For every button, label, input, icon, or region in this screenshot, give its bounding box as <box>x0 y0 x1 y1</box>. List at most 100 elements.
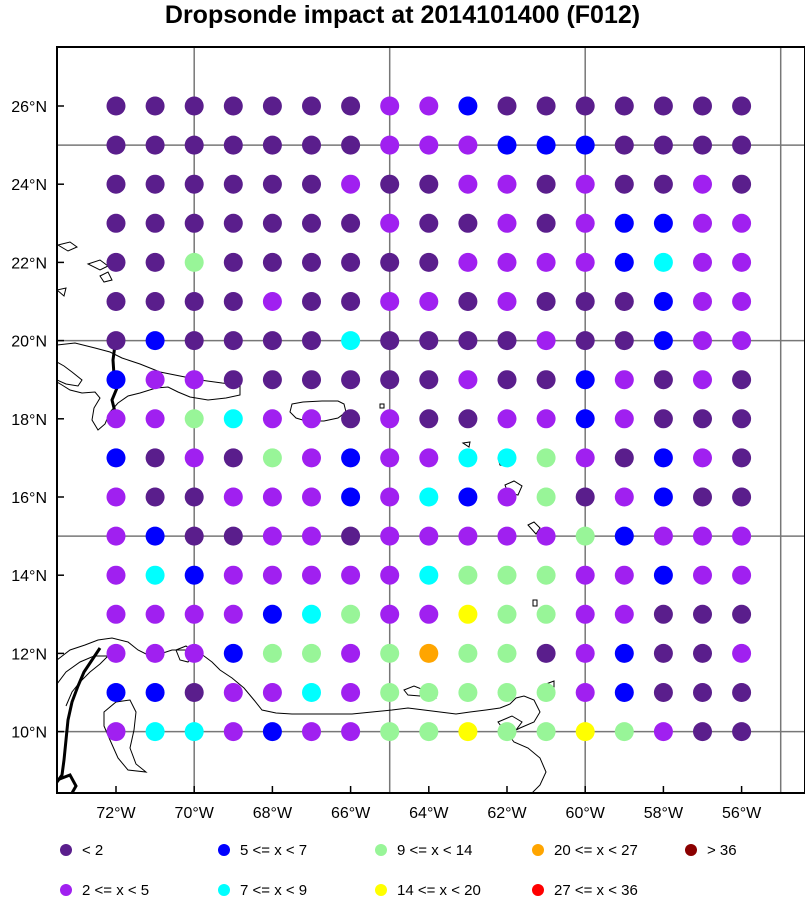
dropsonde-point <box>536 683 556 702</box>
dropsonde-point <box>732 604 752 624</box>
coastline-lake-maracaibo <box>103 699 148 773</box>
dropsonde-point <box>302 526 321 546</box>
dropsonde-point <box>145 722 165 742</box>
dropsonde-point <box>458 604 478 624</box>
dropsonde-point <box>145 331 165 351</box>
dropsonde-point <box>614 370 634 390</box>
dropsonde-point <box>732 409 752 429</box>
dropsonde-point <box>223 604 243 624</box>
dropsonde-point <box>497 487 517 507</box>
dropsonde-point <box>341 683 361 702</box>
dropsonde-point <box>419 448 439 468</box>
dropsonde-point <box>497 135 517 155</box>
legend-swatch <box>375 884 387 896</box>
dropsonde-point <box>536 213 556 233</box>
dropsonde-point <box>575 370 595 390</box>
dropsonde-point <box>575 213 595 233</box>
coastline-venezuela-inland <box>57 655 110 707</box>
dropsonde-point <box>653 252 673 272</box>
dropsonde-point <box>262 331 282 351</box>
dropsonde-point <box>693 409 712 429</box>
x-tick-label: 60°W <box>566 805 606 822</box>
dropsonde-point <box>341 96 361 116</box>
border-colombia-south <box>57 773 78 793</box>
dropsonde-point <box>497 683 517 702</box>
dropsonde-point <box>536 252 556 272</box>
dropsonde-point <box>145 565 165 585</box>
dropsonde-point <box>302 252 321 272</box>
dropsonde-point <box>380 252 400 272</box>
dropsonde-point <box>419 409 439 429</box>
dropsonde-point <box>262 96 282 116</box>
dropsonde-point <box>106 252 126 272</box>
dropsonde-point <box>732 448 752 468</box>
dropsonde-point <box>536 643 556 663</box>
dropsonde-point <box>458 448 478 468</box>
dropsonde-point <box>614 292 634 311</box>
dropsonde-point <box>653 448 673 468</box>
dropsonde-point <box>106 135 126 155</box>
dropsonde-point <box>614 213 634 233</box>
dropsonde-point <box>145 252 165 272</box>
dropsonde-point <box>341 252 361 272</box>
legend-label: 9 <= x < 14 <box>397 842 472 859</box>
dropsonde-point <box>262 565 282 585</box>
dropsonde-point <box>732 96 752 116</box>
border-colombia-venezuela <box>57 647 102 783</box>
dropsonde-point <box>693 448 712 468</box>
dropsonde-point <box>614 409 634 429</box>
dropsonde-point <box>458 174 478 194</box>
dropsonde-point <box>653 409 673 429</box>
legend-label: 14 <= x < 20 <box>397 882 481 899</box>
dropsonde-point <box>262 292 282 311</box>
dropsonde-point <box>341 135 361 155</box>
dropsonde-point <box>653 292 673 311</box>
dropsonde-point <box>380 174 400 194</box>
dropsonde-point <box>223 643 243 663</box>
dropsonde-point <box>184 526 204 546</box>
dropsonde-point <box>106 448 126 468</box>
coastline-hispaniola-bay <box>57 361 83 387</box>
legend-swatch <box>218 884 230 896</box>
dropsonde-point <box>575 174 595 194</box>
dropsonde-point <box>223 683 243 702</box>
dropsonde-point <box>536 292 556 311</box>
dropsonde-point <box>575 604 595 624</box>
dropsonde-point <box>106 292 126 311</box>
dropsonde-point <box>653 487 673 507</box>
dropsonde-point <box>302 331 321 351</box>
dropsonde-point <box>341 409 361 429</box>
dropsonde-point <box>145 643 165 663</box>
dropsonde-point <box>419 96 439 116</box>
dropsonde-point <box>458 409 478 429</box>
dropsonde-point <box>732 722 752 742</box>
dropsonde-point <box>536 565 556 585</box>
dropsonde-point <box>419 487 439 507</box>
legend-swatch <box>218 844 230 856</box>
dropsonde-point <box>693 526 712 546</box>
dropsonde-point <box>575 448 595 468</box>
dropsonde-point <box>614 604 634 624</box>
dropsonde-point <box>145 370 165 390</box>
dropsonde-point <box>341 331 361 351</box>
legend-swatch <box>532 884 544 896</box>
dropsonde-point <box>184 331 204 351</box>
dropsonde-point <box>614 448 634 468</box>
dropsonde-point <box>380 409 400 429</box>
dropsonde-point <box>106 604 126 624</box>
legend-swatch <box>375 844 387 856</box>
dropsonde-point <box>693 252 712 272</box>
dropsonde-point <box>497 174 517 194</box>
dropsonde-point <box>184 643 204 663</box>
dropsonde-point <box>536 526 556 546</box>
dropsonde-point <box>575 331 595 351</box>
dropsonde-point <box>458 292 478 311</box>
dropsonde-point <box>145 526 165 546</box>
dropsonde-point <box>184 487 204 507</box>
dropsonde-point <box>262 526 282 546</box>
dropsonde-point <box>223 409 243 429</box>
dropsonde-point <box>536 487 556 507</box>
x-tick-label: 68°W <box>253 805 293 822</box>
dropsonde-point <box>106 526 126 546</box>
